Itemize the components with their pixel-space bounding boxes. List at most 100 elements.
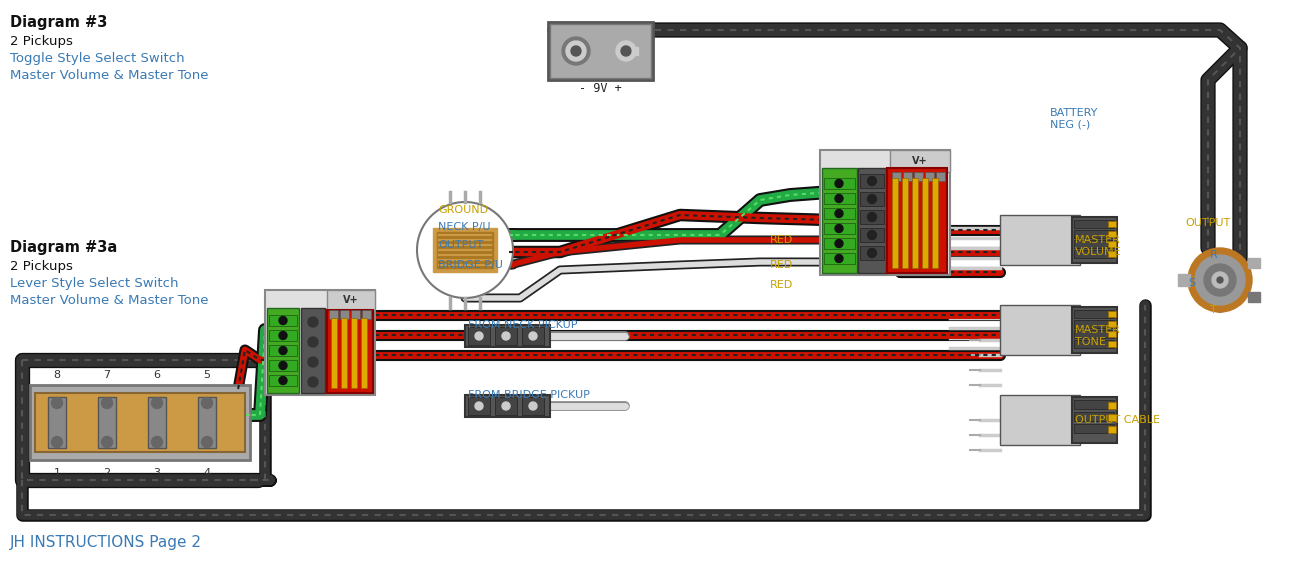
Bar (267, 308, 299, 393)
Bar (1074, 310, 1114, 318)
Text: JH INSTRUCTIONS Page 2: JH INSTRUCTIONS Page 2 (10, 535, 202, 550)
Circle shape (102, 436, 112, 448)
Bar (148, 397, 166, 448)
Bar (361, 318, 367, 388)
Bar (1074, 340, 1114, 348)
Text: 2: 2 (103, 468, 111, 478)
Bar (822, 168, 857, 273)
Circle shape (1188, 248, 1252, 312)
Bar (1074, 240, 1114, 248)
Bar (266, 290, 375, 395)
Bar (632, 47, 638, 55)
Bar (302, 308, 325, 393)
Bar (932, 178, 938, 268)
Text: NECK P/U: NECK P/U (438, 222, 491, 232)
Bar (1109, 231, 1116, 237)
Bar (860, 192, 884, 206)
Circle shape (152, 436, 162, 448)
Text: S: S (1188, 278, 1195, 288)
Bar (824, 253, 855, 264)
Bar (860, 228, 884, 242)
Bar (35, 393, 245, 452)
Text: OUTPUT: OUTPUT (438, 240, 483, 250)
Bar (522, 397, 544, 415)
Text: 2 Pickups: 2 Pickups (10, 260, 73, 273)
Bar (913, 178, 918, 268)
Text: Diagram #3a: Diagram #3a (10, 240, 117, 255)
Bar (269, 330, 296, 341)
Bar (468, 397, 490, 415)
Bar (550, 24, 651, 78)
Circle shape (52, 436, 62, 448)
Text: FROM NECK PICKUP: FROM NECK PICKUP (468, 320, 577, 330)
Bar (824, 178, 855, 189)
Bar (1074, 412, 1114, 421)
Text: 1: 1 (54, 468, 61, 478)
Bar (465, 325, 550, 347)
Text: BRIDGE P/U: BRIDGE P/U (438, 260, 503, 270)
Text: 2 Pickups: 2 Pickups (10, 35, 73, 48)
Bar (351, 310, 360, 319)
Circle shape (566, 41, 586, 61)
Bar (860, 210, 884, 224)
Bar (1109, 241, 1116, 247)
Circle shape (835, 255, 843, 263)
Circle shape (867, 248, 877, 258)
Circle shape (835, 225, 843, 233)
Text: V+: V+ (343, 295, 358, 305)
Text: T: T (1210, 305, 1217, 315)
Circle shape (278, 332, 287, 340)
Circle shape (867, 177, 877, 186)
Bar (1000, 215, 1080, 265)
Bar (914, 172, 923, 181)
Text: OUTPUT: OUTPUT (1185, 218, 1230, 228)
Text: RED: RED (770, 280, 793, 290)
Bar (858, 168, 886, 273)
Bar (904, 172, 913, 181)
Text: RED: RED (770, 260, 793, 270)
Bar (936, 172, 945, 181)
Bar (1109, 331, 1116, 337)
Circle shape (201, 436, 213, 448)
Bar (1000, 395, 1080, 445)
Bar (495, 397, 517, 415)
Circle shape (616, 41, 635, 61)
Text: 4: 4 (204, 468, 210, 478)
Bar (1109, 402, 1116, 409)
Bar (342, 318, 347, 388)
Circle shape (152, 397, 162, 409)
Text: R: R (1210, 250, 1218, 260)
Bar (1074, 250, 1114, 258)
Circle shape (201, 397, 213, 409)
Circle shape (418, 202, 513, 298)
Text: 3: 3 (153, 468, 161, 478)
Circle shape (1195, 255, 1245, 305)
Text: Lever Style Select Switch: Lever Style Select Switch (10, 277, 178, 290)
Bar (860, 246, 884, 260)
Circle shape (476, 332, 483, 340)
Bar (362, 310, 371, 319)
Bar (889, 150, 950, 172)
Circle shape (835, 179, 843, 187)
Bar (331, 318, 336, 388)
Circle shape (867, 195, 877, 204)
Bar (1109, 414, 1116, 421)
Text: GROUND: GROUND (438, 205, 489, 215)
Circle shape (528, 402, 538, 410)
Bar (327, 290, 375, 310)
Circle shape (835, 209, 843, 217)
Circle shape (1212, 272, 1228, 288)
Bar (1109, 321, 1116, 327)
Text: MASTER
TONE: MASTER TONE (1075, 325, 1121, 346)
Text: Master Volume & Master Tone: Master Volume & Master Tone (10, 294, 209, 307)
Text: Diagram #3: Diagram #3 (10, 15, 107, 30)
Text: Toggle Style Select Switch: Toggle Style Select Switch (10, 52, 184, 65)
Bar (351, 318, 357, 388)
Circle shape (308, 317, 318, 327)
Circle shape (278, 346, 287, 354)
Bar (892, 178, 898, 268)
Bar (1074, 230, 1114, 238)
Bar (1109, 341, 1116, 347)
Circle shape (308, 357, 318, 367)
Bar (926, 172, 935, 181)
